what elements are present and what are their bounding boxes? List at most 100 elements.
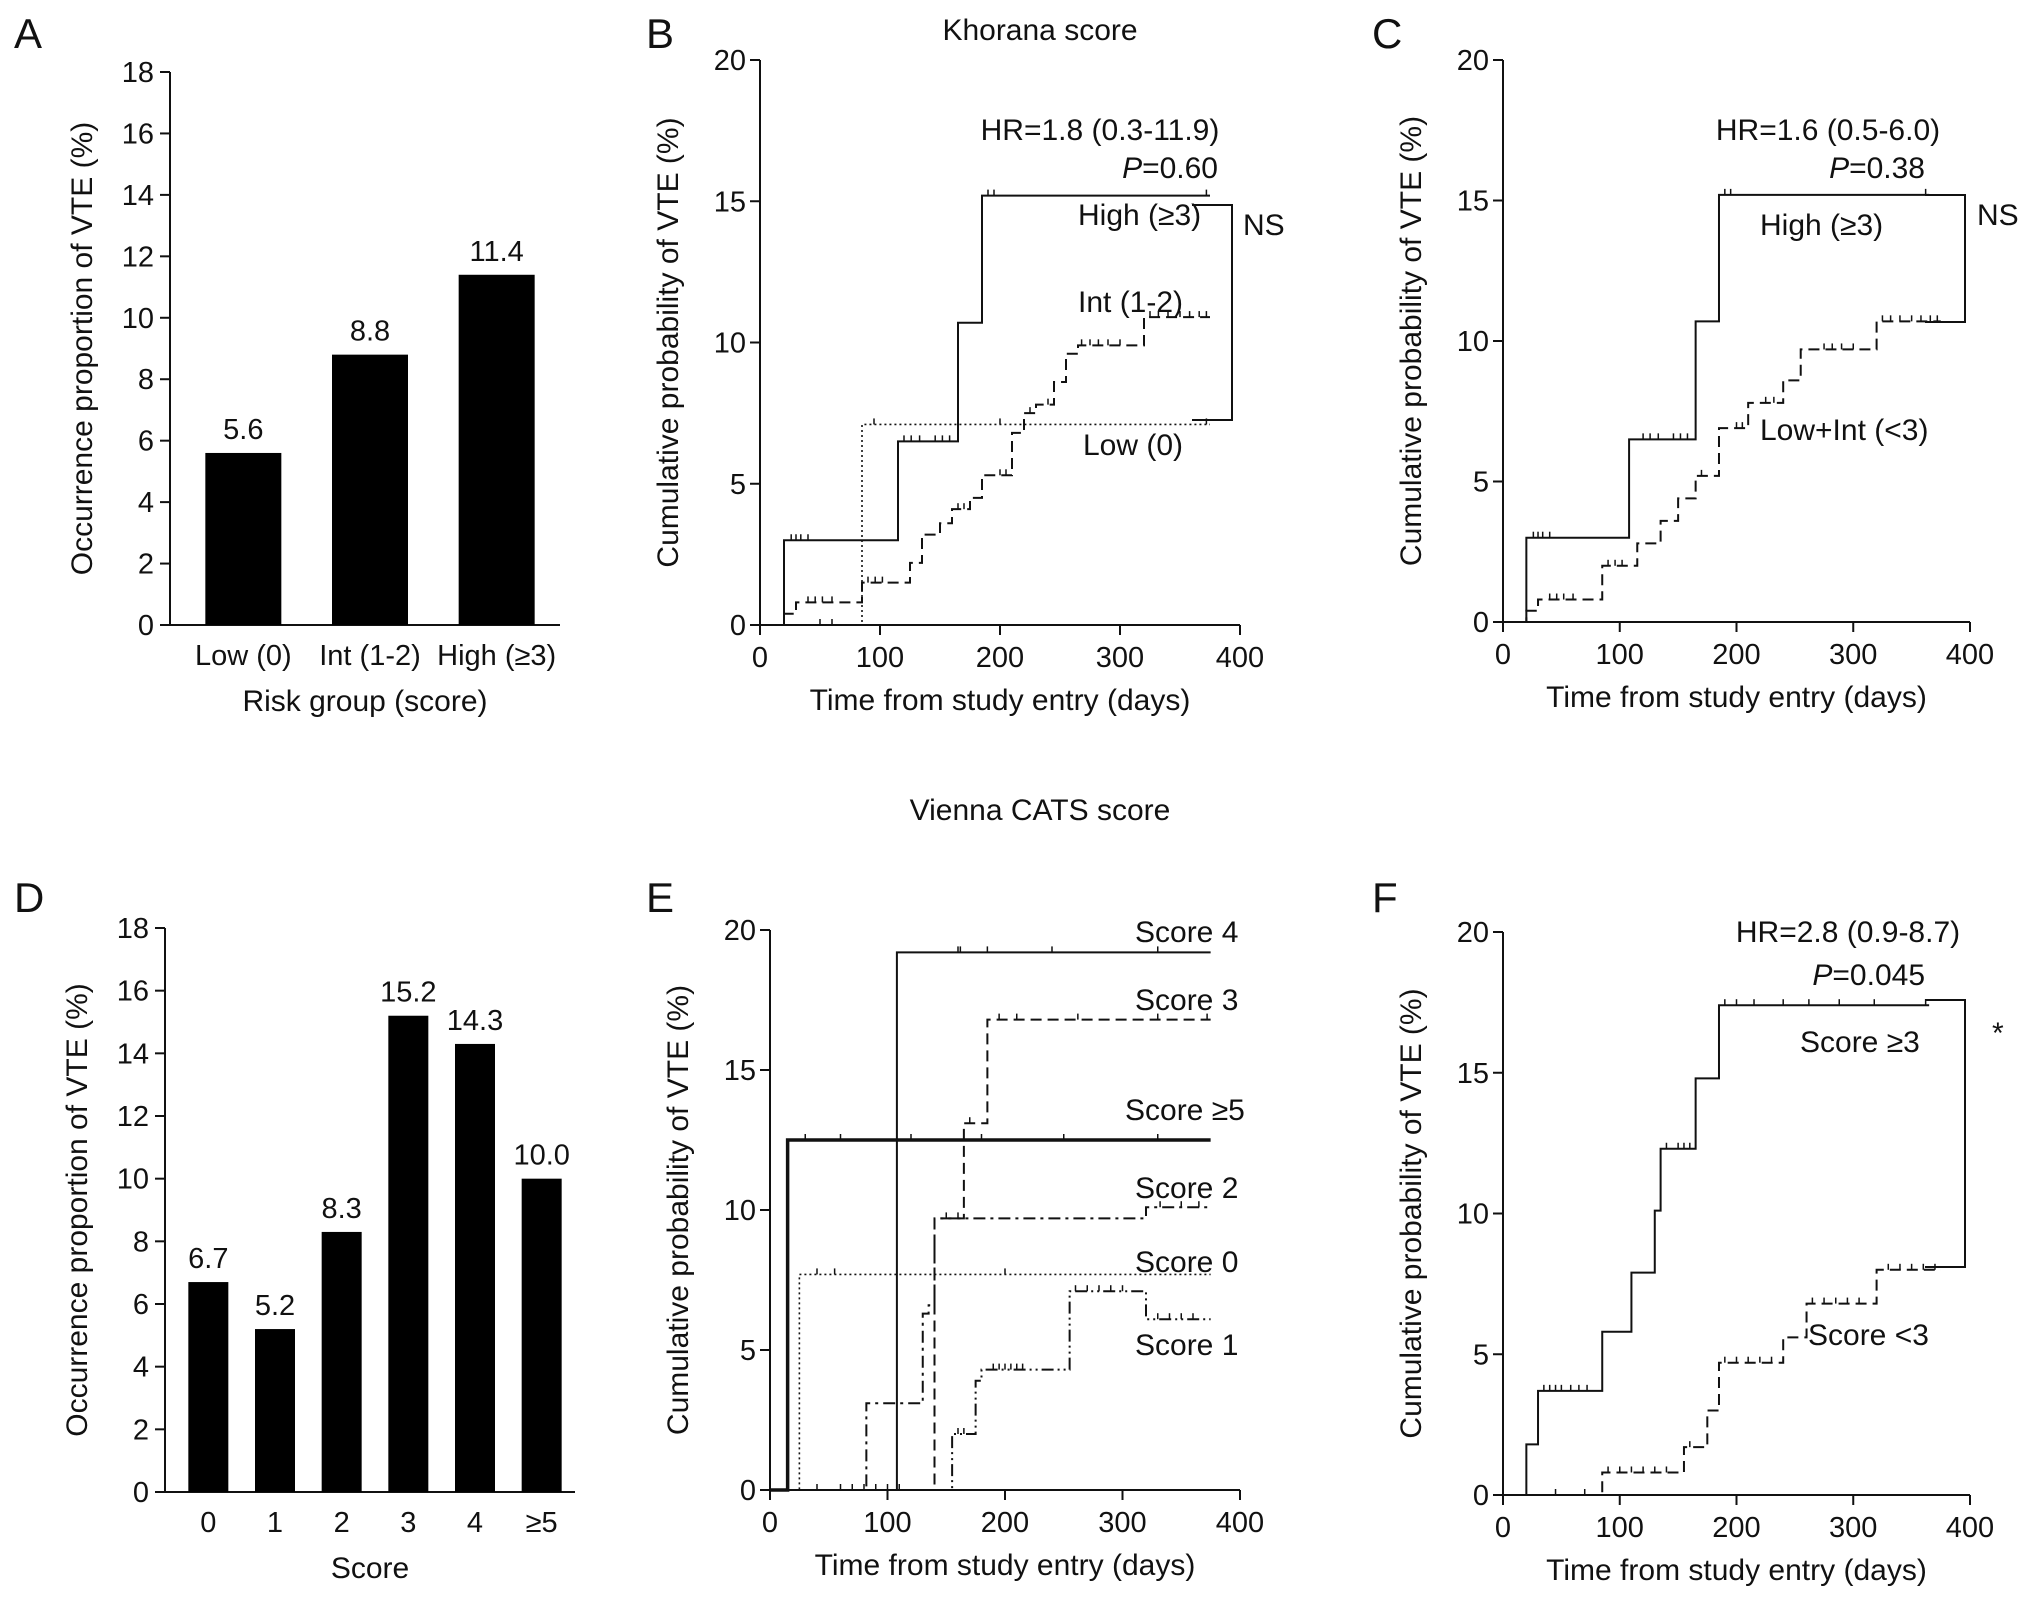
panel-letter: A [14, 10, 42, 57]
axes [1493, 59, 1971, 632]
x-tick-label: Low (0) [195, 640, 292, 672]
axes [1493, 931, 1971, 1505]
km-curve-1 [770, 1018, 1211, 1491]
km-curve-5 [770, 1290, 1211, 1491]
y-tick-label: 10 [117, 1164, 149, 1196]
y-tick-label: 20 [1457, 917, 1489, 949]
y-axis-label: Cumulative probability of VTE (%) [1395, 116, 1428, 566]
x-tick-label: 0 [200, 1507, 216, 1539]
y-tick-label: 15 [724, 1055, 756, 1087]
bar-3 [388, 1015, 429, 1492]
y-tick-label: 0 [740, 1475, 756, 1507]
y-tick-label: 12 [122, 241, 154, 273]
x-axis-label: Time from study entry (days) [810, 684, 1191, 717]
x-tick-label: 1 [267, 1507, 283, 1539]
x-tick-label: 100 [856, 642, 904, 674]
khorana-title: Khorana score [942, 14, 1137, 47]
bar-0 [205, 452, 282, 625]
panel-letter: C [1372, 10, 1402, 57]
y-tick-label: 0 [730, 610, 746, 642]
x-tick-label: 0 [1495, 639, 1511, 671]
y-axis-label: Occurrence proportion of VTE (%) [66, 122, 99, 576]
panel-letter: B [646, 10, 674, 57]
x-tick-label: 300 [1829, 639, 1877, 671]
series-label: Score ≥3 [1800, 1026, 1920, 1059]
bar-4 [455, 1043, 495, 1492]
x-axis-label: Risk group (score) [242, 685, 487, 718]
series-label: Int (1-2) [1078, 286, 1183, 319]
y-tick-label: 20 [1457, 45, 1489, 77]
significance-label: NS [1977, 199, 2019, 232]
y-tick-label: 14 [117, 1038, 149, 1070]
x-axis-label: Time from study entry (days) [1546, 1554, 1927, 1587]
bar-value-label: 15.2 [380, 977, 436, 1009]
axes [155, 927, 575, 1493]
y-tick-label: 10 [724, 1195, 756, 1227]
bar-2 [321, 1231, 362, 1492]
y-tick-label: 20 [724, 915, 756, 947]
x-tick-label: 200 [1712, 1512, 1760, 1544]
y-tick-label: 5 [740, 1335, 756, 1367]
y-tick-label: 18 [122, 57, 154, 89]
y-tick-label: 2 [133, 1414, 149, 1446]
km-curve-0 [760, 194, 1210, 626]
bar-2 [458, 274, 535, 625]
hazard-ratio: HR=1.8 (0.3-11.9) [981, 114, 1220, 147]
y-axis-label: Cumulative probability of VTE (%) [662, 985, 695, 1435]
x-tick-label: 0 [762, 1507, 778, 1539]
y-axis-label: Cumulative probability of VTE (%) [1395, 988, 1428, 1438]
bar-value-label: 8.3 [322, 1193, 362, 1225]
hazard-ratio: HR=2.8 (0.9-8.7) [1736, 916, 1960, 949]
p-number: =0.045 [1832, 959, 1925, 992]
x-tick-label: 100 [1596, 639, 1644, 671]
p-symbol: P [1122, 152, 1142, 185]
x-tick-label: 100 [863, 1507, 911, 1539]
series-label: Score 3 [1135, 984, 1238, 1017]
y-tick-label: 6 [138, 426, 154, 458]
series-label: Score ≥5 [1125, 1094, 1245, 1127]
bar-5 [521, 1178, 562, 1492]
y-tick-label: 10 [714, 328, 746, 360]
series-label: Score 0 [1135, 1246, 1238, 1279]
y-tick-label: 5 [1473, 467, 1489, 499]
x-tick-label: 200 [981, 1507, 1029, 1539]
x-tick-label: 400 [1946, 639, 1994, 671]
x-tick-label: 400 [1946, 1512, 1994, 1544]
significance-bracket [1192, 204, 1233, 421]
y-tick-label: 18 [117, 913, 149, 945]
y-tick-label: 4 [138, 487, 154, 519]
series-label: Low (0) [1083, 429, 1183, 462]
y-tick-label: 15 [714, 186, 746, 218]
x-tick-label: 200 [1712, 639, 1760, 671]
bar-value-label: 8.8 [350, 316, 390, 348]
series-label: Score <3 [1808, 1319, 1929, 1352]
series-label: Low+Int (<3) [1760, 414, 1928, 447]
p-symbol: P [1812, 959, 1832, 992]
y-tick-label: 8 [133, 1226, 149, 1258]
x-tick-label: 200 [976, 642, 1024, 674]
y-tick-label: 10 [1457, 326, 1489, 358]
x-axis-label: Time from study entry (days) [815, 1549, 1196, 1582]
bar-value-label: 14.3 [447, 1005, 503, 1037]
panel-letter: E [646, 874, 674, 921]
x-tick-label: 4 [467, 1507, 483, 1539]
bar-value-label: 6.7 [188, 1243, 228, 1275]
x-tick-label: High (≥3) [437, 640, 556, 672]
y-axis-label: Occurrence proportion of VTE (%) [61, 983, 94, 1437]
hazard-ratio: HR=1.6 (0.5-6.0) [1716, 114, 1940, 147]
bar-1 [255, 1329, 295, 1492]
km-curve-1 [760, 316, 1210, 626]
km-curve-0 [1503, 193, 1930, 623]
x-tick-label: 0 [752, 642, 768, 674]
km-curve-0 [770, 951, 1211, 1491]
significance-bracket [1925, 194, 1966, 323]
significance-bracket [1925, 999, 1966, 1268]
bar-value-label: 11.4 [470, 236, 524, 268]
y-tick-label: 6 [133, 1289, 149, 1321]
y-axis-label: Cumulative probability of VTE (%) [652, 117, 685, 567]
y-tick-label: 0 [138, 610, 154, 642]
